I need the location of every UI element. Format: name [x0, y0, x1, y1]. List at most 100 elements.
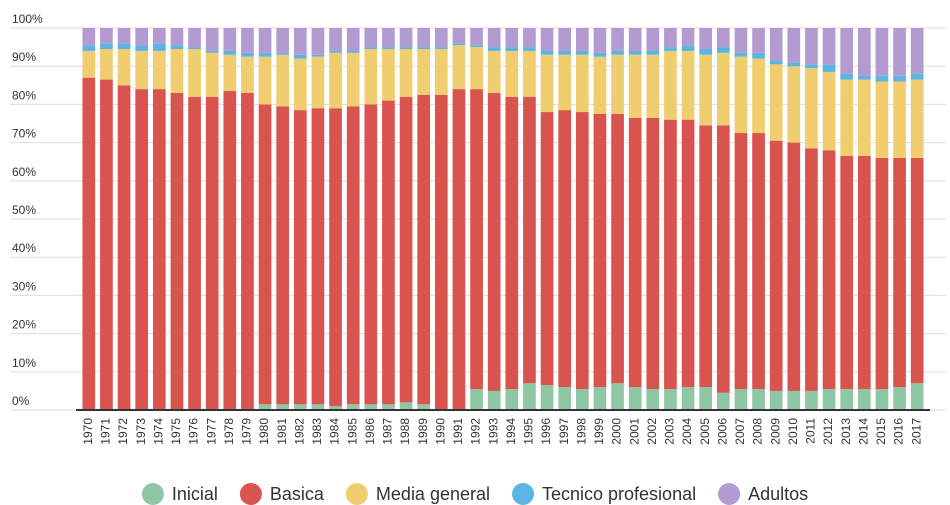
bar-segment [205, 28, 219, 51]
x-tick-label: 1997 [557, 418, 571, 445]
bar-segment [117, 43, 131, 50]
bar-segment [241, 52, 254, 57]
bar-segment [205, 52, 219, 97]
bar-segment [135, 45, 149, 51]
bar-segment [329, 406, 342, 410]
bar-segment [769, 28, 783, 61]
bar-segment [293, 28, 307, 55]
legend-marker [512, 483, 534, 505]
bar-segment [452, 43, 466, 46]
bar-segment [470, 47, 483, 90]
bar-segment [135, 28, 149, 46]
x-tick-label: 2001 [627, 418, 641, 445]
x-tick-label: 1996 [539, 418, 553, 445]
bar-segment [699, 54, 713, 126]
bar-segment [752, 52, 765, 59]
bar-segment [505, 50, 519, 97]
y-tick-label: 100% [12, 12, 43, 26]
x-tick-label: 1979 [240, 418, 254, 445]
bar-segment [364, 49, 378, 105]
bar-segment [399, 402, 413, 410]
x-tick-label: 1998 [574, 418, 588, 445]
bar-segment [840, 79, 854, 156]
bar-segment [575, 54, 589, 113]
bar-segment [434, 49, 448, 95]
bar-segment [346, 404, 360, 410]
bar-segment [434, 94, 448, 410]
bar-segment [241, 28, 254, 53]
legend: Inicial Basica Media general Tecnico profes… [141, 483, 808, 505]
bar-segment [628, 387, 642, 410]
bar-segment [628, 54, 642, 118]
bar-segment [329, 50, 342, 53]
x-tick-label: 2017 [909, 418, 923, 445]
bar-segment [893, 387, 906, 410]
bar-segment [875, 388, 889, 410]
bar-segment [822, 64, 836, 72]
bar-segment [857, 75, 871, 80]
bar-segment [258, 28, 272, 53]
x-tick-label: 2007 [733, 418, 747, 445]
bar-segment [205, 96, 219, 410]
bar-segment [135, 89, 149, 411]
bar-segment [417, 47, 431, 50]
bar-segment [487, 390, 501, 410]
x-tick-label: 1994 [504, 418, 518, 445]
bar-segment [893, 81, 906, 158]
y-tick-label: 30% [12, 279, 36, 293]
bar-segment [523, 50, 536, 97]
bar-segment [910, 28, 924, 74]
bar-segment [699, 28, 713, 50]
bar-segment [805, 148, 818, 391]
bar-segment [276, 54, 290, 107]
x-tick-label: 1973 [134, 418, 148, 445]
bar-segment [293, 58, 307, 111]
bar-segment [223, 50, 237, 55]
x-tick-label: 2000 [610, 418, 624, 445]
bar-segment [276, 52, 290, 55]
bar-segment [822, 150, 836, 389]
bar-segment [205, 50, 219, 53]
x-tick-label: 1980 [257, 418, 271, 445]
bar-segment [893, 75, 906, 82]
bar-segment [910, 79, 924, 158]
bar-segment [100, 28, 113, 44]
bar-segment [399, 96, 413, 403]
legend-marker [239, 483, 262, 505]
bar-segment [505, 47, 519, 51]
bar-segment [311, 28, 325, 55]
y-tick-label: 20% [12, 318, 36, 332]
y-tick-label: 70% [12, 127, 36, 141]
bar-segment [346, 52, 360, 107]
bar-segment [346, 106, 360, 405]
y-tick-label: 40% [12, 241, 36, 255]
x-tick-label: 1974 [151, 418, 165, 445]
bar-segment [276, 404, 290, 410]
bar-segment [188, 47, 201, 50]
bar-segment [170, 49, 184, 93]
legend-marker [141, 483, 164, 505]
x-tick-label: 2009 [768, 418, 782, 445]
y-tick-label: 10% [12, 356, 36, 370]
bar-segment [857, 79, 871, 156]
bar-segment [382, 404, 395, 410]
bar-segment [241, 56, 254, 93]
bar-segment [822, 71, 836, 151]
bar-segment [646, 28, 660, 51]
y-tick-label: 50% [12, 203, 36, 217]
bar-segment [628, 117, 642, 388]
bar-segment [910, 157, 924, 384]
bar-segment [329, 52, 342, 109]
bar-segment [716, 28, 730, 48]
bar-segment [681, 119, 695, 388]
bar-segment [276, 106, 290, 405]
x-tick-label: 1978 [222, 418, 236, 445]
bar-segment [910, 73, 924, 80]
bar-segment [558, 50, 572, 55]
x-tick-label: 2005 [698, 418, 712, 445]
bar-segment [311, 54, 325, 57]
bar-segment [611, 28, 624, 51]
x-tick-label: 2013 [839, 418, 853, 445]
x-tick-label: 2003 [663, 418, 677, 445]
bar-segment [540, 28, 554, 51]
